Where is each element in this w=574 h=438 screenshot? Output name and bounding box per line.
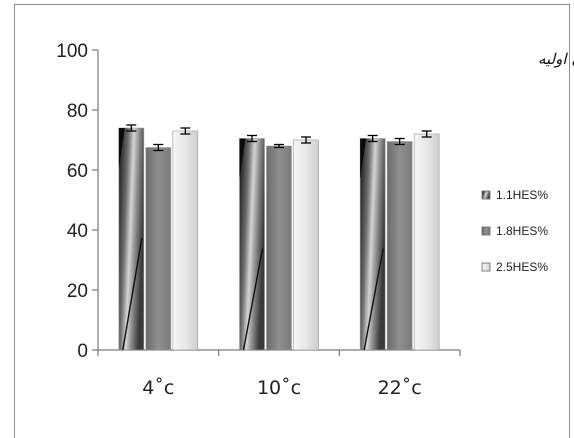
bar [293,139,319,351]
legend-label: 2.5HES% [496,260,548,274]
bar [118,127,145,351]
bar [145,147,172,351]
bar [239,138,265,351]
bar-shade [239,138,246,179]
bar [266,145,292,351]
bar [359,138,386,351]
legend-label: 1.1HES% [496,188,548,202]
bar [413,133,440,351]
legend-swatch [481,226,491,236]
bar-shade [360,138,367,179]
bar-shade [118,128,125,168]
x-category-label: 10˚c [257,377,301,399]
bar-shade [242,248,264,351]
y-tick-label: 100 [56,41,88,62]
legend-label: 1.8HES% [496,224,548,238]
legend-swatch [481,262,491,272]
y-tick-label: 80 [67,101,88,122]
y-tick-label: 20 [67,281,88,302]
bar-shade [363,248,384,351]
axis-labels: 0 20 40 60 80 100 4˚c 10˚c 22˚c [56,41,421,399]
bar [386,141,413,351]
bar [172,130,199,351]
legend-swatch [481,190,491,200]
bar-shade [122,237,143,351]
chart-title: درصد گلبول های سفید در حجم ۵ سی سی اولیه [538,50,574,68]
y-tick-label: 60 [67,161,88,182]
bars [118,124,440,351]
y-tick-label: 40 [67,221,88,242]
x-category-label: 22˚c [378,377,422,399]
legend: 1.1HES% 1.8HES% 2.5HES% [481,188,548,274]
y-tick-label: 0 [77,341,88,362]
chart-frame [14,4,570,438]
x-category-label: 4˚c [142,377,174,399]
